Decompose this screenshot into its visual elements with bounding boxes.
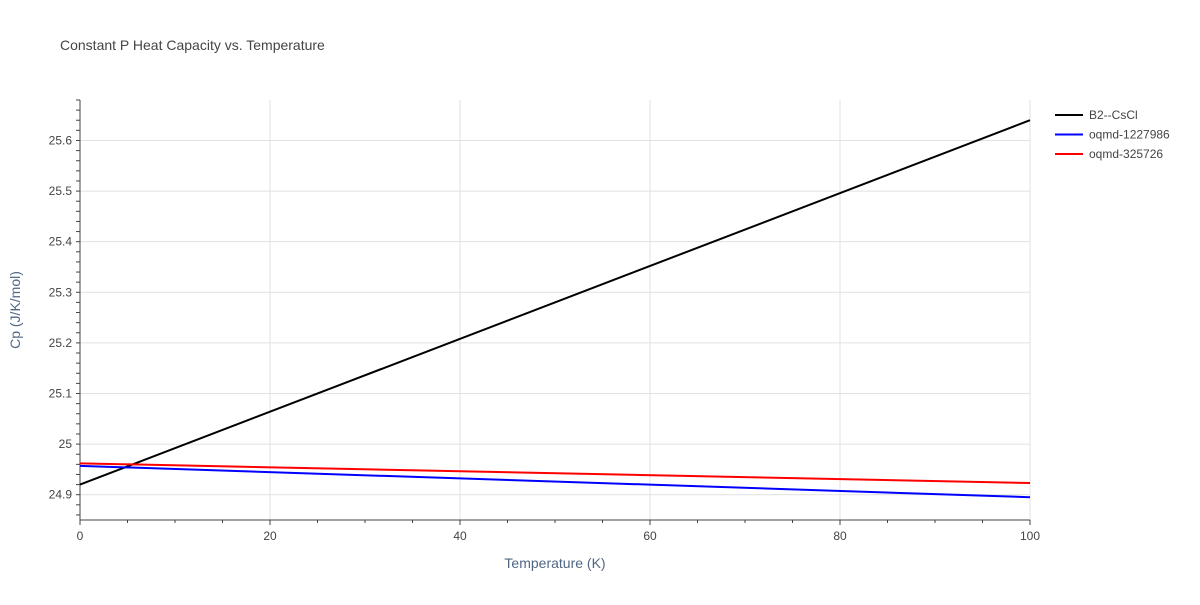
y-tick-label: 25.5 [49,184,73,198]
y-tick-label: 25.3 [49,285,73,299]
series-line [79,464,1031,499]
x-tick-label: 40 [453,529,467,543]
y-tick-label: 25.6 [49,133,73,147]
legend-label: oqmd-1227986 [1089,128,1170,142]
legend-label: oqmd-325726 [1089,147,1163,161]
x-tick-label: 0 [77,529,84,543]
legend-label: B2--CsCl [1089,108,1138,122]
series-layer [79,119,1031,499]
y-tick-label: 24.9 [49,488,73,502]
x-tick-label: 100 [1020,529,1040,543]
x-tick-label: 60 [643,529,657,543]
x-tick-label: 20 [263,529,277,543]
x-tick-label: 80 [833,529,847,543]
y-tick-label: 25.1 [49,386,73,400]
legend: B2--CsCl oqmd-1227986 oqmd-325726 [1055,108,1170,161]
y-tick-label: 25 [59,437,73,451]
y-tick-label: 25.2 [49,336,73,350]
chart-title: Constant P Heat Capacity vs. Temperature [60,37,325,53]
x-axis-title: Temperature (K) [504,555,605,571]
y-tick-label: 25.4 [49,235,73,249]
series-line [79,119,1031,486]
y-axis-title: Cp (J/K/mol) [7,271,23,349]
grid-layer [80,100,1031,520]
axis-layer: 0 20 40 60 80 100 24.9 25 25.1 25.2 25.3 25.4 25.5 25… [49,99,1040,543]
series-line [79,462,1031,485]
